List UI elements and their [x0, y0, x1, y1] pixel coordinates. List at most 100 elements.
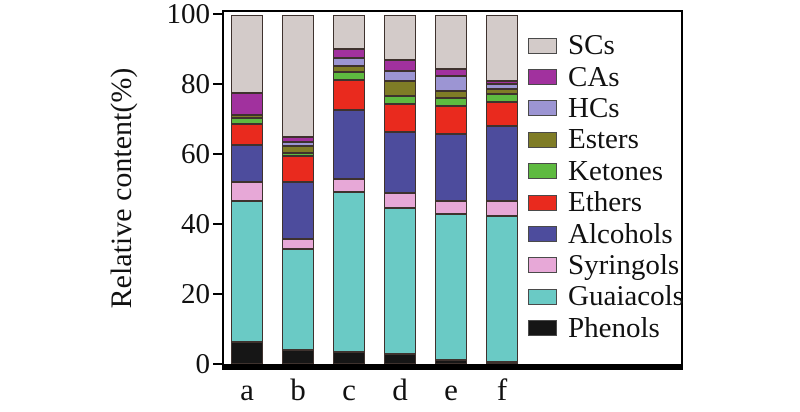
- bar-segment-a-alcohols: [231, 144, 263, 183]
- bar-segment-c-ethers: [333, 79, 365, 110]
- bar-d: [384, 14, 416, 364]
- y-tick-60: [213, 152, 222, 155]
- legend-item-guaiacols: Guaiacols: [528, 281, 684, 312]
- legend-swatch-syringols: [528, 257, 557, 274]
- bar-segment-f-ketones: [486, 94, 518, 103]
- bar-segment-b-cas: [282, 136, 314, 142]
- legend-item-syringols: Syringols: [528, 248, 684, 281]
- legend-swatch-ethers: [528, 194, 557, 211]
- bar-segment-b-esters: [282, 146, 314, 154]
- y-axis-title: Relative content(%): [105, 67, 138, 309]
- bar-segment-e-esters: [435, 90, 467, 99]
- legend-swatch-guaiacols: [528, 288, 557, 305]
- bar-segment-d-guaiacols: [384, 207, 416, 355]
- bar-segment-a-scs: [231, 14, 263, 93]
- bar-segment-b-alcohols: [282, 182, 314, 239]
- bar-segment-d-esters: [384, 81, 416, 96]
- bar-segment-f-scs: [486, 14, 518, 82]
- bar-segment-f-phenols: [486, 361, 518, 364]
- x-category-label-e: e: [444, 372, 458, 407]
- legend-label-scs: SCs: [568, 29, 615, 62]
- legend-label-syringols: Syringols: [568, 248, 680, 281]
- bar-segment-f-alcohols: [486, 125, 518, 201]
- bar-segment-c-esters: [333, 65, 365, 72]
- bar-segment-a-ketones: [231, 118, 263, 124]
- bar-segment-f-guaiacols: [486, 215, 518, 362]
- y-tick-0: [213, 362, 222, 365]
- bar-segment-b-ethers: [282, 156, 314, 183]
- bar-segment-c-hcs: [333, 58, 365, 66]
- x-category-label-a: a: [240, 372, 254, 407]
- bar-segment-e-guaiacols: [435, 214, 467, 360]
- legend-swatch-cas: [528, 69, 557, 86]
- bar-segment-e-phenols: [435, 359, 467, 364]
- bar-segment-b-hcs: [282, 141, 314, 147]
- bar-segment-a-esters: [231, 114, 263, 119]
- y-tick-label-100: 100: [166, 0, 211, 31]
- bar-segment-e-ketones: [435, 98, 467, 106]
- legend-swatch-ketones: [528, 163, 557, 180]
- bar-e: [435, 14, 467, 364]
- bar-segment-e-syringols: [435, 200, 467, 215]
- y-tick-40: [213, 222, 222, 225]
- legend-item-scs: SCs: [528, 30, 684, 61]
- bar-segment-c-phenols: [333, 352, 365, 364]
- bar-segment-c-ketones: [333, 71, 365, 80]
- legend-swatch-scs: [528, 37, 557, 54]
- bar-segment-d-cas: [384, 60, 416, 72]
- legend-item-hcs: HCs: [528, 91, 684, 124]
- legend-swatch-hcs: [528, 100, 557, 117]
- legend-item-esters: Esters: [528, 124, 684, 155]
- bar-segment-b-syringols: [282, 238, 314, 249]
- y-tick-100: [213, 13, 222, 16]
- bar-segment-f-hcs: [486, 84, 518, 90]
- bar-f: [486, 14, 518, 364]
- bar-segment-d-alcohols: [384, 132, 416, 193]
- bar-segment-b-ketones: [282, 153, 314, 157]
- legend-swatch-phenols: [528, 320, 557, 337]
- bar-segment-e-scs: [435, 14, 467, 70]
- bar-segment-b-scs: [282, 14, 314, 137]
- legend-label-ethers: Ethers: [568, 186, 643, 219]
- bar-segment-b-guaiacols: [282, 248, 314, 350]
- bar-segment-f-syringols: [486, 200, 518, 216]
- bar-c: [333, 14, 365, 364]
- bar-segment-f-esters: [486, 89, 518, 95]
- bar-segment-a-cas: [231, 92, 263, 115]
- legend-label-hcs: HCs: [568, 91, 620, 124]
- bar-segment-a-phenols: [231, 342, 263, 364]
- bar-segment-b-phenols: [282, 350, 314, 364]
- legend-item-alcohols: Alcohols: [528, 218, 684, 249]
- y-tick-label-40: 40: [181, 207, 210, 240]
- bar-segment-c-guaiacols: [333, 192, 365, 353]
- y-tick-80: [213, 82, 222, 85]
- bar-segment-e-ethers: [435, 105, 467, 135]
- x-category-label-b: b: [290, 372, 306, 407]
- legend-swatch-alcohols: [528, 226, 557, 243]
- bar-segment-d-ketones: [384, 95, 416, 105]
- bar-segment-a-guaiacols: [231, 200, 263, 342]
- legend-label-guaiacols: Guaiacols: [568, 280, 684, 313]
- bar-segment-a-ethers: [231, 123, 263, 145]
- x-category-label-d: d: [392, 372, 408, 407]
- legend-label-ketones: Ketones: [568, 154, 664, 187]
- legend-label-alcohols: Alcohols: [568, 217, 673, 250]
- legend: SCs CAs HCs Esters Ketones Ethers Alcohols Syri…: [528, 30, 684, 344]
- bar-segment-d-scs: [384, 14, 416, 61]
- bar-segment-a-syringols: [231, 182, 263, 201]
- bar-segment-e-hcs: [435, 75, 467, 91]
- y-tick-label-0: 0: [195, 347, 211, 380]
- bar-a: [231, 14, 263, 364]
- legend-label-esters: Esters: [568, 123, 639, 156]
- bar-segment-c-syringols: [333, 179, 365, 193]
- x-category-label-c: c: [342, 372, 356, 407]
- bar-segment-d-syringols: [384, 192, 416, 208]
- bar-segment-d-hcs: [384, 71, 416, 82]
- bar-segment-c-cas: [333, 48, 365, 59]
- x-category-label-f: f: [496, 372, 508, 407]
- plot-area: [222, 10, 683, 370]
- bar-segment-e-alcohols: [435, 134, 467, 201]
- legend-item-cas: CAs: [528, 61, 684, 92]
- legend-swatch-esters: [528, 131, 557, 148]
